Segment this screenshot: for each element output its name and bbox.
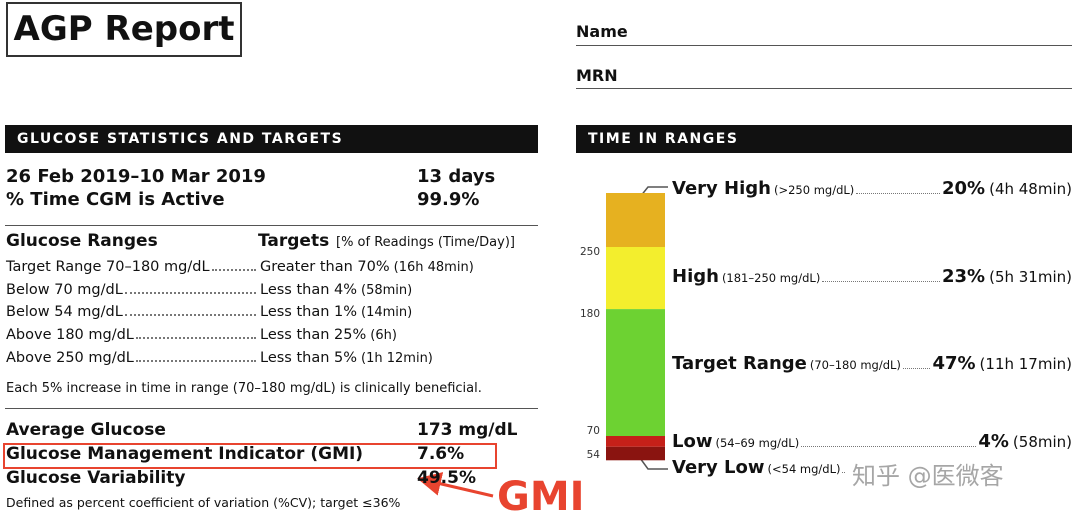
range-row: Above 250 mg/dL	[6, 347, 258, 369]
watermark: 知乎 @医微客	[852, 462, 1004, 490]
bar-segment	[606, 309, 665, 436]
metric-value: 173 mg/dL	[417, 420, 518, 440]
days: 13 days	[417, 166, 496, 187]
report-title: AGP Report	[6, 2, 242, 57]
value-label: 20%	[942, 178, 986, 199]
cgm-active-label: % Time CGM is Active	[6, 189, 225, 210]
range-row: Below 54 mg/dL	[6, 301, 258, 323]
target: Less than 5%	[260, 349, 358, 366]
target-row: Less than 4% (58min)	[260, 279, 412, 301]
target-row: Less than 5% (1h 12min)	[260, 347, 433, 369]
targets-heading: Targets	[258, 231, 330, 251]
annotation: GMI	[497, 474, 585, 520]
range-legend-row: High (181–250 mg/dL) 23% (5h 31min)	[672, 265, 1072, 289]
target-time: (1h 12min)	[361, 350, 433, 366]
range-legend-row: Low (54–69 mg/dL) 4% (58min)	[672, 430, 1072, 454]
leader	[801, 446, 977, 447]
leader	[211, 269, 256, 271]
target: Less than 25%	[260, 327, 367, 344]
target: Less than 1%	[260, 304, 358, 321]
target-time: (6h)	[370, 328, 397, 344]
mrn-label: MRN	[576, 66, 618, 85]
leader	[124, 314, 256, 317]
range-row: Below 70 mg/dL	[6, 279, 258, 301]
leader	[902, 368, 931, 369]
bar-segment	[606, 193, 665, 247]
value-label: 47%	[932, 353, 976, 374]
rule	[576, 45, 1072, 46]
range-limits: (54–69 mg/dL)	[715, 436, 800, 450]
range-row: Above 180 mg/dL	[6, 324, 258, 346]
range-name: Low	[672, 431, 713, 452]
duration: (11h 17min)	[979, 355, 1072, 373]
range-legend-row: Target Range (70–180 mg/dL) 47% (11h 17min)	[672, 352, 1072, 376]
range-name: Very High	[672, 178, 771, 199]
target: Greater than 70%	[260, 259, 390, 275]
leader	[124, 291, 256, 294]
range-label: Below 70 mg/dL	[6, 281, 123, 298]
metric-label: Glucose Management Indicator (GMI)	[6, 444, 364, 464]
threshold-label: 180	[580, 308, 600, 320]
target-row: Less than 1% (14min)	[260, 301, 412, 323]
duration: (5h 31min)	[989, 268, 1072, 286]
target: Less than 4%	[260, 281, 358, 298]
range-legend-row: Very Low (<54 mg/dL)	[672, 456, 847, 480]
ranges-heading: Glucose Ranges	[6, 231, 158, 251]
name-label: Name	[576, 22, 628, 41]
leader	[822, 281, 940, 282]
threshold-label: 70	[587, 425, 600, 437]
rule	[5, 225, 538, 226]
range-limits: (>250 mg/dL)	[773, 183, 855, 197]
section-heading: TIME IN RANGES	[576, 125, 1072, 153]
range-label: Above 180 mg/dL	[6, 327, 134, 344]
leader	[856, 193, 940, 194]
bar-segment	[606, 446, 665, 461]
bar-segment	[606, 436, 665, 447]
range-name: High	[672, 266, 719, 287]
section-heading: GLUCOSE STATISTICS AND TARGETS	[5, 125, 538, 153]
target-time: (16h 48min)	[393, 260, 474, 275]
leader	[135, 359, 256, 362]
range-name: Very Low	[672, 457, 765, 478]
bar-segment	[606, 247, 665, 310]
metric-label: Glucose Variability	[6, 468, 186, 488]
leader	[135, 337, 256, 340]
target-time: (58min)	[361, 282, 413, 298]
duration: (4h 48min)	[989, 180, 1072, 198]
leader	[842, 472, 845, 473]
annotation-arrow	[417, 472, 494, 498]
target-row: Less than 25% (6h)	[260, 324, 397, 346]
targets-note: [% of Readings (Time/Day)]	[336, 235, 515, 250]
threshold-label: 54	[587, 449, 601, 461]
range-name: Target Range	[672, 353, 807, 374]
range-limits: (70–180 mg/dL)	[809, 358, 901, 372]
range-label: Below 54 mg/dL	[6, 304, 123, 321]
highlight-box	[3, 443, 497, 469]
metric-label: Average Glucose	[6, 420, 166, 440]
range-label: Target Range 70–180 mg/dL	[6, 259, 210, 275]
range-limits: (181–250 mg/dL)	[721, 271, 821, 285]
cgm-active: 99.9%	[417, 189, 480, 210]
range-limits: (<54 mg/dL)	[767, 462, 841, 476]
rule	[576, 88, 1072, 89]
variability-note: Defined as percent coefficient of variat…	[6, 495, 401, 510]
note: Each 5% increase in time in range (70–18…	[6, 381, 482, 396]
range-label: Above 250 mg/dL	[6, 349, 134, 366]
metric-value: 7.6%	[417, 444, 465, 464]
metric-value: 49.5%	[417, 468, 476, 488]
date-range: 26 Feb 2019–10 Mar 2019	[6, 166, 266, 187]
duration: (58min)	[1012, 433, 1072, 451]
rule	[5, 408, 538, 409]
value-label: 4%	[978, 431, 1009, 452]
target-row: Greater than 70% (16h 48min)	[260, 256, 474, 278]
range-row: Target Range 70–180 mg/dL	[6, 256, 258, 278]
range-legend-row: Very High (>250 mg/dL) 20% (4h 48min)	[672, 177, 1072, 201]
threshold-label: 250	[580, 246, 600, 258]
value-label: 23%	[942, 266, 986, 287]
target-time: (14min)	[361, 305, 413, 321]
bracket	[639, 457, 668, 470]
